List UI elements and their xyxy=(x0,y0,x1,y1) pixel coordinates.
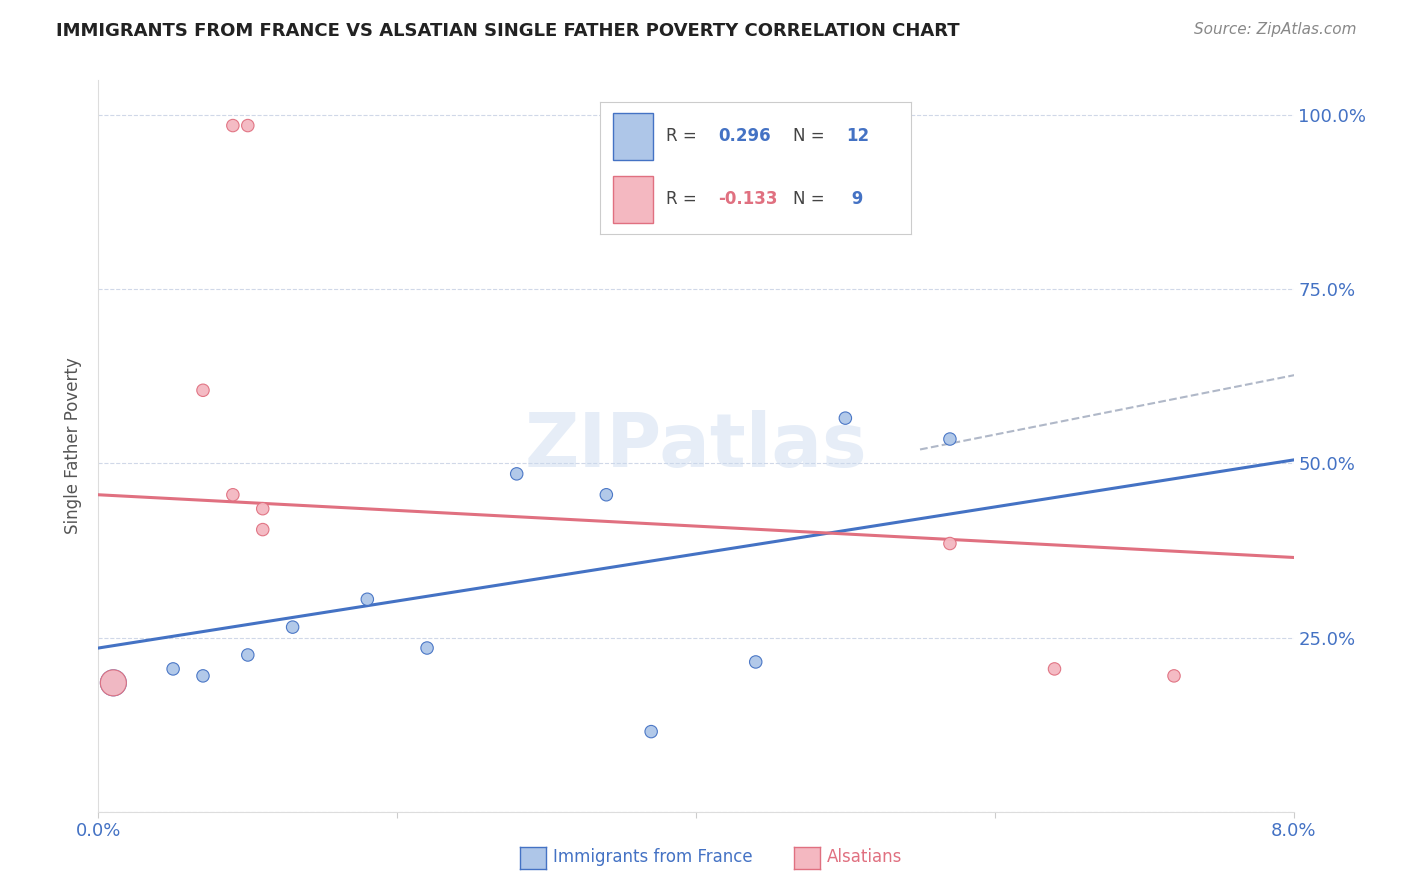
Text: Alsatians: Alsatians xyxy=(827,848,903,866)
Point xyxy=(416,640,439,655)
Point xyxy=(252,523,274,537)
Point xyxy=(595,488,617,502)
Point xyxy=(939,432,962,446)
Point xyxy=(281,620,304,634)
Text: IMMIGRANTS FROM FRANCE VS ALSATIAN SINGLE FATHER POVERTY CORRELATION CHART: IMMIGRANTS FROM FRANCE VS ALSATIAN SINGL… xyxy=(56,22,960,40)
Point xyxy=(640,724,662,739)
Point xyxy=(939,536,962,550)
Text: Source: ZipAtlas.com: Source: ZipAtlas.com xyxy=(1194,22,1357,37)
Point xyxy=(191,384,214,398)
Point xyxy=(103,676,125,690)
Point xyxy=(222,119,245,133)
Point xyxy=(252,501,274,516)
Text: Immigrants from France: Immigrants from France xyxy=(553,848,752,866)
Point xyxy=(356,592,378,607)
Point xyxy=(103,676,125,690)
Y-axis label: Single Father Poverty: Single Father Poverty xyxy=(65,358,83,534)
Point xyxy=(236,648,259,662)
Point xyxy=(162,662,184,676)
Point xyxy=(191,669,214,683)
Point xyxy=(834,411,856,425)
Point xyxy=(745,655,768,669)
Point xyxy=(222,488,245,502)
Point xyxy=(1043,662,1066,676)
Point xyxy=(506,467,529,481)
Point xyxy=(236,119,259,133)
Text: ZIPatlas: ZIPatlas xyxy=(524,409,868,483)
Point xyxy=(1163,669,1185,683)
